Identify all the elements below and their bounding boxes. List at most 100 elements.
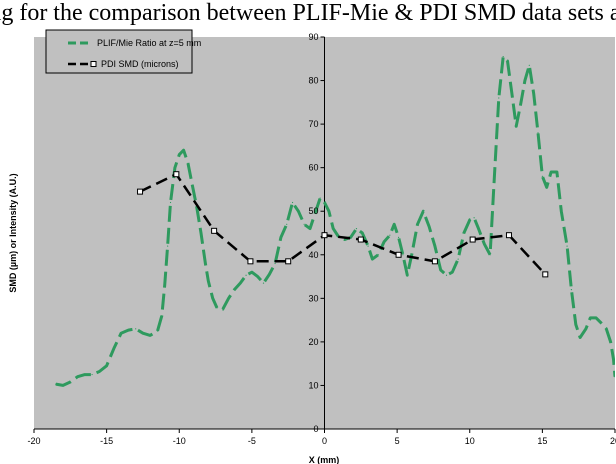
- plif-data-point: [585, 328, 587, 330]
- plif-data-point: [541, 175, 543, 177]
- plif-data-point: [457, 258, 459, 260]
- plif-data-point: [187, 162, 189, 164]
- plif-data-point: [533, 93, 535, 95]
- plif-data-point: [428, 225, 430, 228]
- plif-data-point: [228, 297, 230, 299]
- x-tick-label: 0: [322, 436, 327, 446]
- pdi-marker: [431, 258, 438, 265]
- plif-data-point: [169, 201, 172, 204]
- plif-data-point: [191, 184, 193, 186]
- x-tick-label: -10: [173, 436, 186, 446]
- plif-data-point: [207, 280, 209, 282]
- plif-data-point: [506, 60, 509, 62]
- plif-data-point: [498, 97, 500, 99]
- plif-data-point: [222, 308, 224, 310]
- plif-data-point: [556, 171, 558, 173]
- plif-data-point: [274, 262, 276, 265]
- plif-data-point: [120, 332, 122, 334]
- page-title-fragment: ncing for the comparison between PLIF-Mi…: [0, 0, 616, 26]
- pdi-marker: [285, 258, 292, 265]
- plif-data-point: [286, 223, 288, 225]
- plif-data-point: [493, 175, 496, 177]
- y-axis-title: SMD (µm) or Intensity (A.U.): [8, 173, 18, 292]
- plif-data-point: [383, 241, 385, 243]
- plif-data-point: [451, 271, 453, 273]
- plif-data-point: [257, 275, 259, 278]
- y-tick-label: 10: [308, 380, 318, 390]
- x-tick-label: 10: [465, 436, 475, 446]
- x-tick-label: -20: [27, 436, 40, 446]
- legend: PLIF/Mie Ratio at z=5 mm PDI SMD (micron…: [45, 29, 201, 74]
- plif-data-point: [515, 125, 517, 127]
- pdi-marker: [542, 271, 549, 278]
- plif-data-point: [113, 347, 115, 350]
- pdi-marker: [505, 232, 512, 239]
- y-tick-label: 60: [308, 163, 318, 173]
- y-tick-label: 20: [308, 337, 318, 347]
- x-tick-label: 15: [537, 436, 547, 446]
- plif-data-point: [422, 210, 424, 212]
- plif-data-point: [579, 336, 581, 339]
- y-tick-label: 90: [308, 32, 318, 42]
- plif-data-point: [463, 232, 465, 234]
- plif-data-point: [91, 373, 93, 376]
- plif-data-point: [183, 149, 185, 151]
- plif-data-point: [473, 217, 475, 219]
- x-tick-label: -15: [100, 436, 113, 446]
- plif-data-point: [69, 381, 71, 383]
- pdi-marker: [211, 227, 218, 234]
- plif-data-point: [393, 223, 395, 225]
- pdi-marker: [321, 232, 328, 239]
- plif-data-point: [355, 228, 358, 230]
- plif-data-point: [164, 284, 166, 286]
- pdi-marker: [469, 236, 476, 243]
- plif-data-point: [511, 93, 513, 95]
- y-tick-label: 80: [308, 76, 318, 86]
- plif-data-point: [106, 365, 108, 367]
- plif-data-point: [262, 282, 265, 284]
- x-tick-label: 20: [610, 436, 616, 446]
- plif-data-point: [575, 323, 577, 326]
- pdi-marker: [247, 258, 254, 265]
- plif-data-point: [406, 274, 408, 276]
- pdi-marker: [395, 251, 402, 258]
- plif-data-point: [319, 197, 321, 199]
- plif-data-point: [332, 228, 334, 230]
- plif-data-point: [367, 245, 369, 247]
- y-tick-label: 70: [308, 119, 318, 129]
- x-tick-label: -5: [248, 436, 256, 446]
- legend-plif-label: PLIF/Mie Ratio at z=5 mm: [97, 38, 201, 48]
- plif-data-point: [204, 262, 206, 265]
- plif-data-point: [156, 330, 159, 332]
- plif-data-point: [361, 232, 363, 234]
- plif-data-point: [76, 376, 79, 378]
- plif-data-point: [605, 328, 607, 330]
- plif-data-point: [477, 228, 480, 230]
- y-tick-label: 30: [308, 293, 318, 303]
- plif-data-point: [612, 358, 615, 360]
- plif-data-point: [469, 219, 471, 221]
- plif-data-point: [537, 132, 539, 134]
- plif-data-point: [268, 273, 270, 275]
- plif-data-point: [142, 332, 144, 334]
- plif-data-point: [233, 289, 236, 291]
- pdi-marker: [137, 188, 144, 195]
- plif-data-point: [445, 274, 448, 276]
- plif-data-point: [161, 315, 163, 317]
- plif-data-point: [483, 243, 485, 245]
- plif-data-point: [149, 334, 151, 336]
- plif-data-point: [127, 329, 130, 331]
- plif-data-point: [245, 274, 247, 276]
- plif-data-point: [434, 245, 436, 247]
- plif-data-point: [200, 232, 202, 234]
- plif-data-point: [550, 171, 552, 173]
- plif-data-point: [239, 282, 241, 284]
- plif-data-point: [502, 56, 504, 58]
- plif-data-point: [323, 201, 326, 204]
- plif-data-point: [303, 223, 305, 225]
- plif-data-point: [546, 186, 548, 188]
- plif-data-point: [216, 307, 218, 309]
- plif-data-point: [297, 210, 299, 212]
- x-tick-label: 5: [395, 436, 400, 446]
